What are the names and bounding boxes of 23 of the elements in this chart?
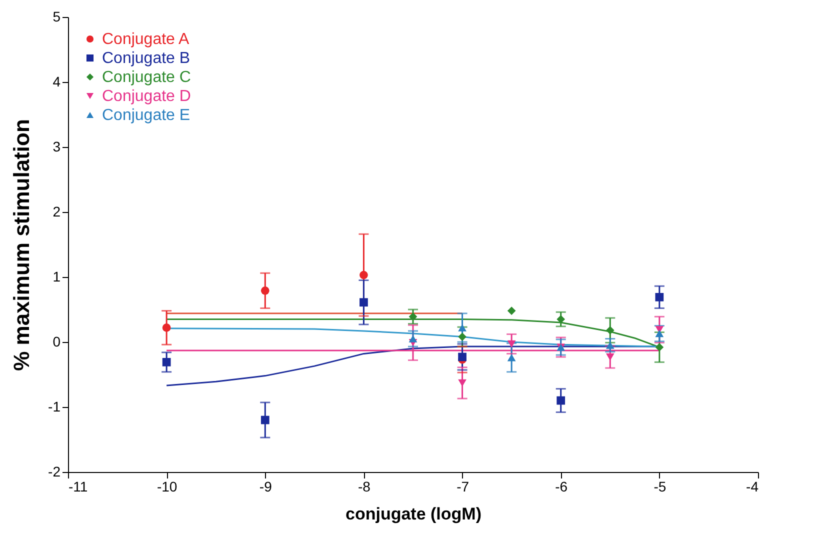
x-tick-label: -11	[68, 478, 88, 494]
x-axis-title: conjugate (logM)	[346, 504, 482, 524]
legend-label: Conjugate B	[102, 50, 190, 67]
x-tick-label: -10	[156, 478, 178, 494]
x-tick-label: -4	[746, 478, 759, 494]
legend-label: Conjugate E	[102, 107, 190, 124]
y-tick-label: 3	[52, 138, 61, 154]
y-tick-label: 1	[52, 268, 61, 284]
y-tick-label: 2	[52, 204, 61, 220]
y-axis-title: % maximum stimulation	[9, 119, 34, 371]
y-tick-label: 0	[52, 334, 61, 350]
legend-label: Conjugate D	[102, 88, 191, 105]
x-tick-label: -9	[259, 478, 272, 494]
y-tick-label: -2	[48, 464, 61, 480]
y-tick-label: 5	[52, 8, 61, 24]
y-tick-label: 4	[52, 74, 61, 90]
x-tick-label: -8	[358, 478, 371, 494]
x-tick-label: -6	[555, 478, 568, 494]
legend-label: Conjugate A	[102, 31, 190, 48]
x-tick-label: -7	[456, 478, 470, 494]
x-tick-label: -5	[654, 478, 666, 494]
legend-label: Conjugate C	[102, 69, 191, 86]
y-tick-label: -1	[48, 398, 61, 414]
